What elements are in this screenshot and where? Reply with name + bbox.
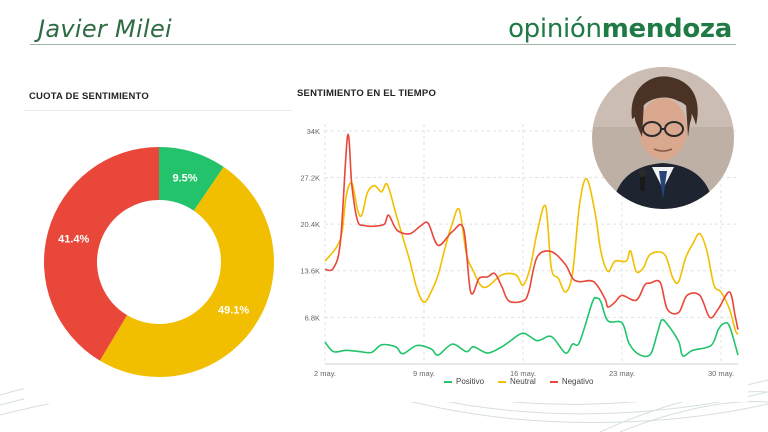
donut-slice-negativo[interactable]	[44, 147, 160, 361]
legend-item-neutral[interactable]: Neutral	[498, 377, 536, 386]
series-line-neutral[interactable]	[324, 178, 739, 335]
donut-label-positivo: 9.5%	[172, 172, 197, 184]
donut-chart-title: CUOTA DE SENTIMIENTO	[29, 91, 149, 102]
series-line-negativo[interactable]	[324, 133, 739, 330]
header-divider	[30, 44, 736, 45]
legend-swatch-neutral	[498, 380, 507, 383]
legend-label-positivo: Positivo	[456, 377, 485, 386]
y-tick-label: 6.8K	[305, 313, 320, 322]
legend-item-positivo[interactable]: Positivo	[444, 377, 484, 386]
x-tick-label: 16 may.	[510, 369, 536, 378]
portrait-photo	[592, 67, 734, 209]
y-tick-label: 13.6K	[300, 267, 320, 276]
x-tick-label: 2 may.	[314, 369, 336, 378]
legend-swatch-positivo	[444, 380, 452, 383]
donut-slice-neutral[interactable]	[99, 166, 274, 377]
y-tick-label: 20.4K	[300, 220, 320, 229]
brand-logo[interactable]: opiniónmendoza	[508, 14, 732, 44]
series-line-positivo[interactable]	[324, 296, 739, 358]
y-tick-label: 27.2K	[300, 173, 320, 182]
sentiment-donut-chart: 9.5% 49.1% 41.4%	[44, 147, 274, 377]
line-chart-title: SENTIMIENTO EN EL TIEMPO	[297, 88, 437, 99]
x-tick-label: 30 may.	[708, 369, 734, 378]
donut-title-divider	[24, 110, 292, 111]
donut-slice-positivo[interactable]	[159, 147, 224, 211]
donut-label-negativo: 41.4%	[58, 233, 89, 245]
brand-logo-part1: opinión	[508, 14, 602, 44]
legend-swatch-negativo	[549, 380, 558, 383]
donut-label-neutral: 49.1%	[218, 305, 249, 317]
legend-item-negativo[interactable]: Negativo	[549, 377, 594, 386]
brand-logo-part2: mendoza	[601, 14, 733, 44]
y-tick-label: 34K	[307, 127, 320, 136]
page-title: Javier Milei	[38, 15, 172, 43]
x-tick-label: 9 may.	[413, 369, 435, 378]
x-tick-label: 23 may.	[609, 369, 635, 378]
legend-label-neutral: Neutral	[510, 377, 536, 386]
legend-label-negativo: Negativo	[561, 377, 594, 386]
sentiment-line-chart: 6.8K 13.6K 20.4K 27.2K 34K 2 may. 9 may. 16 may…	[300, 124, 739, 378]
line-chart-legend: Positivo Neutral Negativo	[444, 377, 593, 386]
